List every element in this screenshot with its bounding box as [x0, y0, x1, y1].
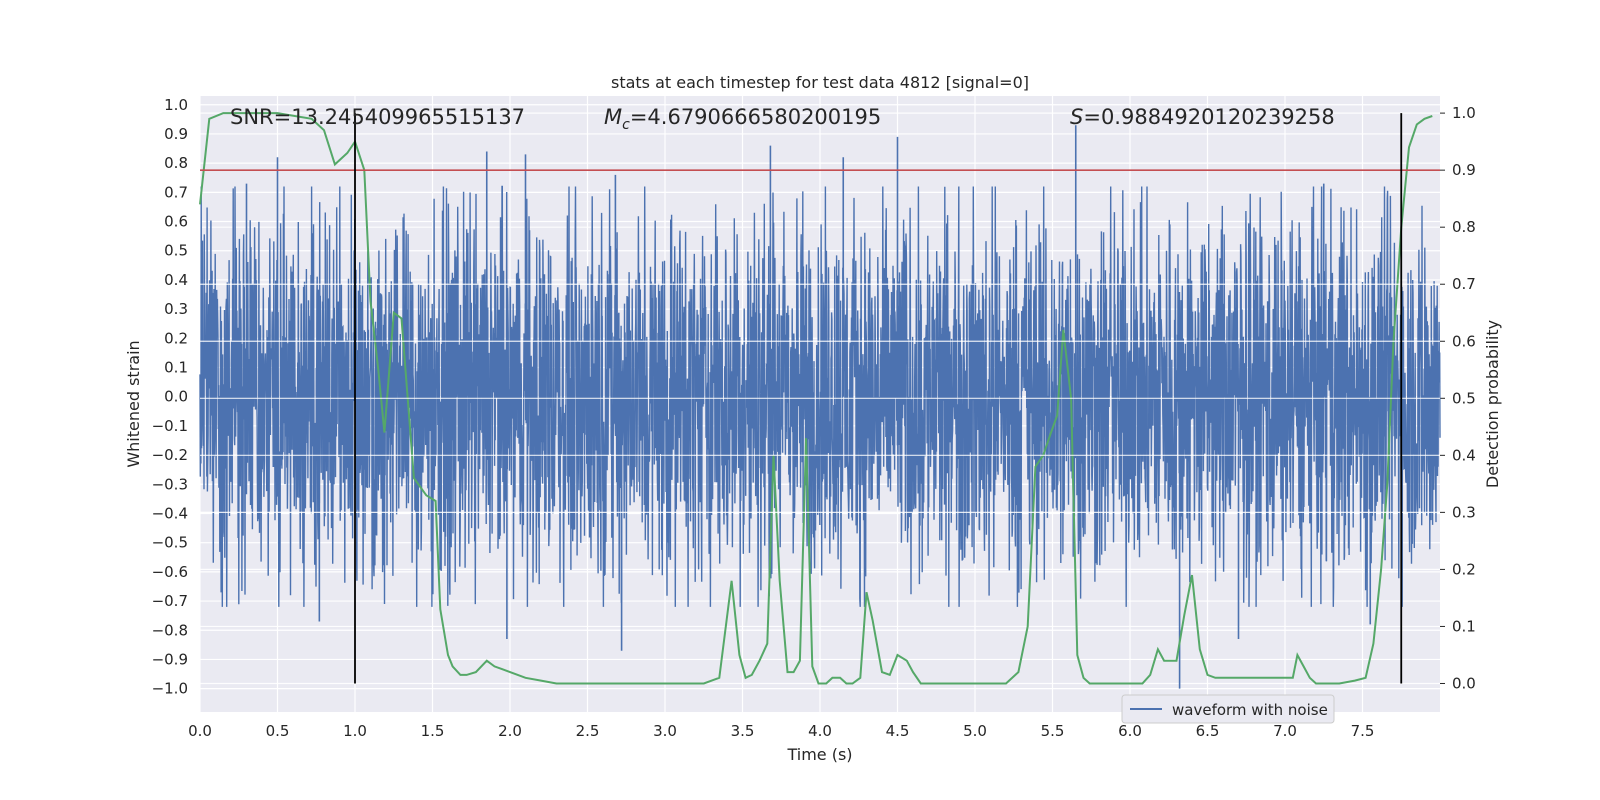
chirp-mass-subscript: c — [622, 117, 630, 133]
right-y-tick-label: 0.5 — [1452, 389, 1476, 407]
right-y-tick-label: 0.1 — [1452, 617, 1476, 635]
left-y-tick-label: 0.1 — [164, 359, 188, 377]
x-tick-label: 4.0 — [808, 722, 832, 740]
left-y-tick-label: −0.7 — [152, 592, 188, 610]
right-y-tick-label: 0.8 — [1452, 218, 1476, 236]
left-y-tick-label: 1.0 — [164, 96, 188, 114]
x-tick-label: 0.5 — [266, 722, 290, 740]
x-tick-label: 0.0 — [188, 722, 212, 740]
right-y-tick-label: 0.0 — [1452, 674, 1476, 692]
x-tick-label: 5.0 — [963, 722, 987, 740]
right-y-tick-label: 0.3 — [1452, 503, 1476, 521]
left-y-tick-label: 0.2 — [164, 329, 188, 347]
right-y-tick-label: 0.9 — [1452, 161, 1476, 179]
x-tick-label: 3.0 — [653, 722, 677, 740]
left-y-tick-label: 0.5 — [164, 242, 188, 260]
right-y-tick-label: 0.7 — [1452, 275, 1476, 293]
left-y-tick-label: −0.5 — [152, 534, 188, 552]
right-y-tick-labels: 1.0 0.9 0.8 0.7 0.6 0.5 0.4 0.3 0.2 0.1 0.0 — [1452, 104, 1476, 692]
chirp-mass-value: =4.6790666580200195 — [630, 105, 881, 129]
left-y-tick-label: 0.6 — [164, 213, 188, 231]
right-y-axis-label: Detection probability — [1483, 320, 1502, 488]
right-y-tick-label: 0.6 — [1452, 332, 1476, 350]
left-y-tick-label: −0.4 — [152, 504, 188, 522]
left-y-tick-label: 0.7 — [164, 183, 188, 201]
left-y-tick-label: −1.0 — [152, 680, 188, 698]
left-y-tick-label: −0.2 — [152, 446, 188, 464]
left-y-tick-label: −0.9 — [152, 650, 188, 668]
probability-series — [199, 112, 1433, 685]
left-y-tick-label: −0.6 — [152, 563, 188, 581]
left-y-axis-label: Whitened strain — [124, 340, 143, 467]
left-y-tick-label: 0.4 — [164, 271, 188, 289]
left-y-tick-label: 0.8 — [164, 154, 188, 172]
chirp-mass-annotation: Mc=4.6790666580200195 — [604, 105, 881, 133]
x-tick-label: 6.0 — [1118, 722, 1142, 740]
x-tick-labels: 0.0 0.5 1.0 1.5 2.0 2.5 3.0 3.5 4.0 4.5 5.0 5.5 6.0 6… — [188, 722, 1374, 740]
reference-lines — [200, 113, 1440, 684]
left-y-tick-label: −0.8 — [152, 621, 188, 639]
x-tick-label: 4.5 — [886, 722, 910, 740]
x-tick-label: 7.0 — [1273, 722, 1297, 740]
left-y-tick-labels: 1.0 0.9 0.8 0.7 0.6 0.5 0.4 0.3 0.2 0.1 0.0 −0.1 −0.… — [152, 96, 188, 698]
right-y-tick-label: 1.0 — [1452, 104, 1476, 122]
snr-annotation: SNR=13.245409965515137 — [230, 105, 525, 129]
chirp-mass-symbol: M — [604, 105, 622, 129]
x-tick-label: 1.0 — [343, 722, 367, 740]
left-y-tick-label: −0.3 — [152, 475, 188, 493]
x-tick-label: 5.5 — [1041, 722, 1065, 740]
x-tick-label: 2.5 — [576, 722, 600, 740]
legend-label-waveform: waveform with noise — [1172, 701, 1328, 719]
left-y-tick-label: 0.9 — [164, 125, 188, 143]
statistic-value: =0.9884920120239258 — [1083, 105, 1334, 129]
probability-line — [199, 112, 1433, 685]
left-y-tick-label: 0.0 — [164, 388, 188, 406]
x-tick-label: 1.5 — [421, 722, 445, 740]
x-tick-label: 7.5 — [1351, 722, 1375, 740]
chart-title: stats at each timestep for test data 481… — [611, 73, 1029, 92]
left-y-tick-label: 0.3 — [164, 300, 188, 318]
waveform-series — [199, 125, 1441, 689]
x-tick-label: 2.0 — [498, 722, 522, 740]
left-y-tick-label: −0.1 — [152, 417, 188, 435]
right-y-tick-label: 0.2 — [1452, 560, 1476, 578]
x-tick-label: 3.5 — [731, 722, 755, 740]
legend-box — [1121, 694, 1335, 724]
right-y-tick-label: 0.4 — [1452, 446, 1476, 464]
statistic-annotation: S=0.9884920120239258 — [1070, 105, 1335, 129]
x-tick-label: 6.5 — [1196, 722, 1220, 740]
waveform-noise-line — [199, 185, 1441, 607]
legend: waveform with noise — [1121, 694, 1335, 724]
x-axis-label: Time (s) — [786, 745, 852, 764]
statistic-symbol: S — [1070, 105, 1083, 129]
